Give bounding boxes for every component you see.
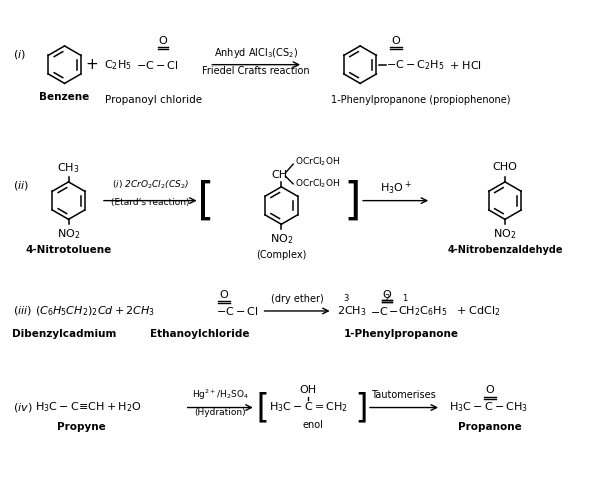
Text: Anhyd AlCl$_3$(CS$_2$): Anhyd AlCl$_3$(CS$_2$) xyxy=(213,46,298,60)
Text: (dry ether): (dry ether) xyxy=(271,294,324,304)
Text: 3: 3 xyxy=(344,294,349,302)
Text: $-$: $-$ xyxy=(370,306,380,316)
Text: OCrCl$_2$OH: OCrCl$_2$OH xyxy=(295,178,340,190)
Text: CH$_3$: CH$_3$ xyxy=(57,161,80,175)
Text: Tautomerises: Tautomerises xyxy=(371,390,436,400)
Text: Hg$^{2+}$/H$_2$SO$_4$: Hg$^{2+}$/H$_2$SO$_4$ xyxy=(192,388,249,402)
Text: $+$ HCl: $+$ HCl xyxy=(449,59,482,71)
Text: OH: OH xyxy=(300,385,316,395)
Text: CH: CH xyxy=(271,170,288,180)
Text: $(iv)$: $(iv)$ xyxy=(13,401,33,414)
Text: (Hydration): (Hydration) xyxy=(194,408,246,417)
Text: Friedel Crafts reaction: Friedel Crafts reaction xyxy=(202,65,310,76)
Text: $-\mathrm{C}-\mathrm{Cl}$: $-\mathrm{C}-\mathrm{Cl}$ xyxy=(216,305,259,317)
Text: $\mathrm{CH_2C_6H_5}$: $\mathrm{CH_2C_6H_5}$ xyxy=(398,304,447,318)
Text: H$_3$O$^+$: H$_3$O$^+$ xyxy=(380,180,411,197)
Text: Dibenzylcadmium: Dibenzylcadmium xyxy=(13,329,117,339)
Text: $(iii)$: $(iii)$ xyxy=(13,304,32,318)
Text: Benzene: Benzene xyxy=(39,92,90,102)
Text: [: [ xyxy=(191,179,218,222)
Text: O: O xyxy=(382,290,391,300)
Text: (Complex): (Complex) xyxy=(256,250,307,260)
Text: $\mathrm{C}-$: $\mathrm{C}-$ xyxy=(379,305,399,317)
Text: $2\mathrm{CH_3}$: $2\mathrm{CH_3}$ xyxy=(337,304,367,318)
Text: Propyne: Propyne xyxy=(57,422,106,432)
Text: $\mathrm{H_3C}-\mathrm{C}-\mathrm{CH_3}$: $\mathrm{H_3C}-\mathrm{C}-\mathrm{CH_3}$ xyxy=(449,401,528,414)
Text: 4-Nitrobenzaldehyde: 4-Nitrobenzaldehyde xyxy=(447,245,563,255)
Text: enol: enol xyxy=(303,420,324,430)
Text: $-\mathrm{C}-\mathrm{C_2H_5}$: $-\mathrm{C}-\mathrm{C_2H_5}$ xyxy=(386,58,444,72)
Text: $(C_6H_5CH_2)_2Cd + 2CH_3$: $(C_6H_5CH_2)_2Cd + 2CH_3$ xyxy=(35,304,155,318)
Text: NO$_2$: NO$_2$ xyxy=(57,227,80,241)
Text: 1-Phenylpropanone: 1-Phenylpropanone xyxy=(344,329,459,339)
Text: 1-Phenylpropanone (propiophenone): 1-Phenylpropanone (propiophenone) xyxy=(331,95,511,105)
Text: (Etard’s reaction): (Etard’s reaction) xyxy=(111,198,190,207)
Text: O: O xyxy=(220,290,228,300)
Text: O: O xyxy=(158,36,167,46)
Text: $\mathrm{H_3C}-\mathrm{C}=\mathrm{CH_2}$: $\mathrm{H_3C}-\mathrm{C}=\mathrm{CH_2}$ xyxy=(269,401,347,414)
Text: [: [ xyxy=(252,391,271,424)
Text: $(i)$: $(i)$ xyxy=(13,48,26,61)
Text: $\mathrm{C_2H_5}$: $\mathrm{C_2H_5}$ xyxy=(104,58,132,72)
Text: Propanoyl chloride: Propanoyl chloride xyxy=(105,95,202,105)
Text: $+$ CdCl$_2$: $+$ CdCl$_2$ xyxy=(456,304,501,318)
Text: $\mathrm{H_3C}-\mathrm{C}\!\equiv\!\mathrm{CH} + \mathrm{H_2O}$: $\mathrm{H_3C}-\mathrm{C}\!\equiv\!\math… xyxy=(35,401,142,414)
Text: +: + xyxy=(86,57,99,72)
Text: 2: 2 xyxy=(384,294,389,302)
Text: NO$_2$: NO$_2$ xyxy=(493,227,517,241)
Text: O: O xyxy=(391,36,400,46)
Text: $-\mathrm{C}-\mathrm{Cl}$: $-\mathrm{C}-\mathrm{Cl}$ xyxy=(136,59,179,71)
Text: NO$_2$: NO$_2$ xyxy=(270,232,293,246)
Text: OCrCl$_2$OH: OCrCl$_2$OH xyxy=(295,156,340,168)
Text: $(ii)$: $(ii)$ xyxy=(13,180,29,192)
Text: ]: ] xyxy=(352,391,372,424)
Text: ]: ] xyxy=(341,179,368,222)
Text: Propanone: Propanone xyxy=(458,422,522,432)
Text: $(i)$ 2CrO$_2$Cl$_2$(CS$_2$): $(i)$ 2CrO$_2$Cl$_2$(CS$_2$) xyxy=(112,179,189,191)
Text: 1: 1 xyxy=(402,294,407,302)
Text: O: O xyxy=(486,385,495,395)
Text: Ethanoylchloride: Ethanoylchloride xyxy=(150,329,249,339)
Text: CHO: CHO xyxy=(493,162,517,172)
Text: 4-Nitrotoluene: 4-Nitrotoluene xyxy=(25,245,112,255)
